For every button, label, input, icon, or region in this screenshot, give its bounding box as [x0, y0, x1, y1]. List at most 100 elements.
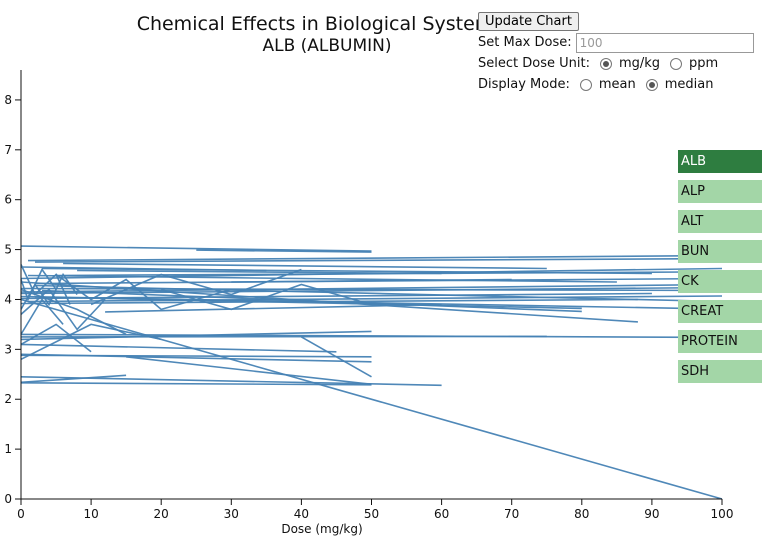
unit-radio-ppm[interactable] [670, 57, 683, 70]
analyte-button-alp[interactable]: ALP [678, 180, 762, 203]
y-tick: 3 [4, 342, 21, 356]
series-line-19 [34, 284, 723, 303]
chart-subtitle: ALB (ALBUMIN) [262, 36, 391, 56]
y-tick-label: 1 [4, 442, 12, 456]
analyte-button-ck[interactable]: CK [678, 270, 762, 293]
x-tick: 90 [644, 499, 660, 521]
chart-controls: Update Chart Set Max Dose: Select Dose U… [478, 12, 754, 95]
x-tick-label: 90 [644, 507, 659, 521]
series-line-24 [20, 298, 723, 500]
series-line-43 [20, 288, 106, 331]
x-tick: 70 [504, 499, 519, 521]
series-line-1 [20, 245, 372, 252]
series-line-35 [20, 288, 127, 336]
series-line-45 [56, 271, 687, 277]
unit-option-ppm: ppm [689, 56, 719, 71]
x-tick-label: 50 [364, 507, 379, 521]
series-line-6 [63, 262, 547, 270]
analyte-button-bun[interactable]: BUN [678, 240, 762, 263]
series-line-17 [34, 296, 582, 310]
analyte-button-protein[interactable]: PROTEIN [678, 330, 762, 353]
series-line-44 [20, 283, 723, 293]
series-line-36 [20, 264, 71, 305]
x-tick: 20 [154, 499, 169, 521]
y-tick-label: 3 [4, 342, 12, 356]
x-tick: 80 [574, 499, 589, 521]
max-dose-input[interactable] [575, 32, 754, 53]
series-line-27 [126, 356, 372, 386]
x-tick: 10 [83, 499, 99, 521]
x-tick-label: 100 [711, 507, 734, 521]
x-tick: 60 [434, 499, 449, 521]
x-tick: 50 [364, 499, 379, 521]
y-tick: 1 [4, 442, 21, 456]
mode-option-median: median [664, 77, 714, 92]
series-line-28 [20, 382, 372, 386]
x-tick: 100 [711, 499, 734, 521]
series-line-32 [301, 336, 372, 378]
update-chart-button[interactable]: Update Chart [478, 12, 579, 31]
series-line-12 [20, 286, 723, 295]
x-axis-label: Dose (mg/kg) [281, 522, 362, 536]
axis-lines [20, 70, 722, 500]
x-tick: 40 [294, 499, 309, 521]
y-tick: 6 [4, 193, 21, 207]
series-layer [20, 245, 723, 500]
series-line-29 [20, 374, 127, 384]
series-line-42 [20, 298, 64, 335]
y-tick-label: 2 [4, 392, 12, 406]
series-line-3 [27, 254, 723, 262]
series-line-41 [160, 283, 372, 311]
series-line-33 [20, 323, 162, 361]
series-line-31 [20, 343, 337, 353]
series-line-38 [20, 272, 78, 310]
y-tick-label: 5 [4, 243, 12, 257]
analyte-button-sdh[interactable]: SDH [678, 360, 762, 383]
y-tick: 7 [4, 143, 21, 157]
y-tick: 2 [4, 392, 21, 406]
axes: 0 10 20 30 40 50 60 70 80 90 100 0 1 2 3 4 5 6 7 8 [4, 70, 733, 521]
y-tick-label: 7 [4, 143, 12, 157]
analyte-button-alt[interactable]: ALT [678, 210, 762, 233]
mode-radio-mean[interactable] [579, 78, 592, 91]
x-tick-label: 40 [294, 507, 309, 521]
series-line-34 [20, 323, 92, 353]
analyte-button-alb[interactable]: ALB [678, 150, 762, 173]
mode-radio-median[interactable] [645, 78, 658, 91]
y-tick: 8 [4, 93, 21, 107]
series-line-47 [105, 303, 442, 313]
mode-option-mean: mean [598, 77, 636, 92]
display-mode-label: Display Mode: [478, 77, 570, 92]
y-tick: 4 [4, 292, 21, 306]
y-tick-label: 6 [4, 193, 12, 207]
x-tick-label: 20 [154, 507, 169, 521]
series-line-46 [231, 278, 512, 283]
x-tick: 30 [224, 499, 239, 521]
max-dose-label: Set Max Dose: [478, 35, 572, 50]
analyte-list: ALB ALP ALT BUN CK CREAT PROTEIN SDH [678, 150, 762, 390]
y-tick-label: 8 [4, 93, 12, 107]
unit-radio-mgkg[interactable] [599, 57, 612, 70]
series-line-4 [34, 257, 723, 263]
y-tick: 5 [4, 243, 21, 257]
series-line-48 [20, 266, 267, 272]
series-line-2 [196, 249, 372, 253]
series-line-23 [20, 330, 372, 341]
x-tick-label: 10 [83, 507, 98, 521]
y-tick-label: 4 [4, 292, 12, 306]
chart-title: Chemical Effects in Biological System [137, 13, 494, 35]
y-tick: 0 [4, 492, 21, 506]
x-tick-label: 30 [224, 507, 239, 521]
series-line-10 [27, 274, 617, 283]
x-tick-label: 80 [574, 507, 589, 521]
dose-unit-label: Select Dose Unit: [478, 56, 590, 71]
series-line-30 [20, 353, 372, 363]
series-line-14 [27, 295, 723, 303]
x-tick-label: 60 [434, 507, 449, 521]
x-tick-label: 0 [17, 507, 25, 521]
y-tick-label: 0 [4, 492, 12, 506]
analyte-button-creat[interactable]: CREAT [678, 300, 762, 323]
x-tick: 0 [17, 499, 25, 521]
x-tick-label: 70 [504, 507, 519, 521]
